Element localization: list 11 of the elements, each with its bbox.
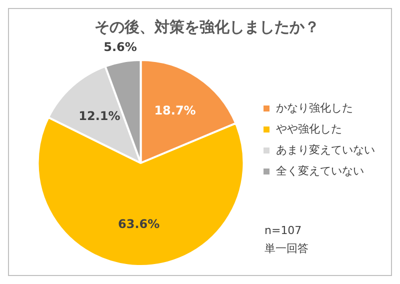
- legend-label: やや強化した: [276, 122, 342, 136]
- legend-label: あまり変えていない: [276, 143, 375, 156]
- legend-label: かなり強化した: [276, 101, 353, 114]
- data-label: 5.6%: [104, 40, 137, 54]
- data-label: 18.7%: [154, 104, 196, 118]
- data-label: 63.6%: [118, 216, 160, 231]
- text: 単一回答: [264, 242, 308, 255]
- data-label: 12.1%: [78, 109, 120, 124]
- legend-label: 全く変えていない: [276, 164, 364, 178]
- chart-title: その後、対策を強化しましたか？: [94, 18, 320, 36]
- text: n=107: [264, 224, 302, 237]
